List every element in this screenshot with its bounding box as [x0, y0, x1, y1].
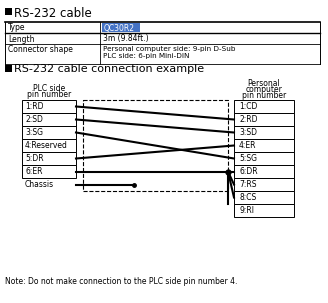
Text: pin number: pin number: [242, 91, 286, 100]
Text: Connector shape: Connector shape: [8, 45, 73, 55]
Text: 4:Reserved: 4:Reserved: [25, 141, 68, 150]
Text: Personal computer side: 9-pin D-Sub: Personal computer side: 9-pin D-Sub: [103, 45, 236, 52]
Bar: [22, 100, 76, 113]
Bar: [102, 23, 140, 32]
Text: 5:SG: 5:SG: [239, 154, 257, 163]
Bar: [22, 152, 76, 165]
Bar: [22, 139, 76, 152]
Text: computer: computer: [246, 85, 282, 94]
Bar: [5, 65, 12, 72]
Bar: [22, 113, 76, 126]
Bar: [234, 204, 294, 217]
Text: RS-232 cable: RS-232 cable: [14, 7, 92, 20]
Text: Length: Length: [8, 35, 34, 44]
Bar: [234, 191, 294, 204]
Bar: [234, 165, 294, 178]
Bar: [234, 113, 294, 126]
Text: PLC side: 6-pin Mini-DIN: PLC side: 6-pin Mini-DIN: [103, 53, 190, 59]
Text: 4:ER: 4:ER: [239, 141, 256, 150]
Text: 9:RI: 9:RI: [239, 206, 254, 215]
Text: 1:RD: 1:RD: [25, 102, 44, 111]
Bar: [234, 152, 294, 165]
Text: 6:ER: 6:ER: [25, 167, 43, 176]
Text: 3:SD: 3:SD: [239, 128, 257, 137]
Text: QC30R2: QC30R2: [104, 24, 135, 32]
Text: 8:CS: 8:CS: [239, 193, 256, 202]
Text: 2:RD: 2:RD: [239, 115, 257, 124]
Text: Note: Do not make connection to the PLC side pin number 4.: Note: Do not make connection to the PLC …: [5, 277, 237, 286]
Bar: [234, 139, 294, 152]
Bar: [234, 178, 294, 191]
Text: Chassis: Chassis: [25, 180, 54, 189]
Bar: [22, 165, 76, 178]
Text: RS-232 cable connection example: RS-232 cable connection example: [14, 64, 204, 74]
Text: 3m (9.84ft.): 3m (9.84ft.): [103, 35, 149, 44]
Bar: [83, 100, 228, 191]
Bar: [22, 126, 76, 139]
Text: Type: Type: [8, 24, 26, 32]
Text: 3:SG: 3:SG: [25, 128, 43, 137]
Text: Personal: Personal: [248, 79, 280, 88]
Text: 6:DR: 6:DR: [239, 167, 257, 176]
Bar: [234, 126, 294, 139]
Text: 5:DR: 5:DR: [25, 154, 44, 163]
Bar: [234, 100, 294, 113]
Text: 2:SD: 2:SD: [25, 115, 43, 124]
Text: PLC side: PLC side: [33, 84, 65, 93]
Text: 7:RS: 7:RS: [239, 180, 256, 189]
Text: 1:CD: 1:CD: [239, 102, 257, 111]
Text: pin number: pin number: [27, 90, 71, 99]
Bar: [5, 8, 12, 15]
